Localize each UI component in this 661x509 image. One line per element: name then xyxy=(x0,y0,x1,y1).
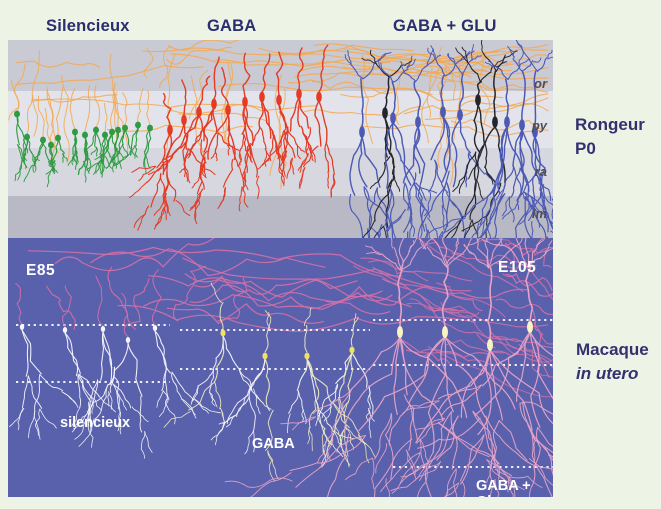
age-label-e105: E105 xyxy=(498,259,537,276)
side-label-macaque: Macaque in utero xyxy=(576,338,649,386)
column-header-silencieux: Silencieux xyxy=(46,17,130,35)
side-label-macaque-line2: in utero xyxy=(576,364,639,383)
column-header-gaba-glu: GABA + GLU xyxy=(393,17,497,35)
macaque-panel: E85 E105 silencieux GABA GABA + Glu xyxy=(8,238,553,497)
age-label-e85: E85 xyxy=(26,262,56,279)
rodent-neurons-drawing xyxy=(8,40,553,238)
side-label-rodent-line2: P0 xyxy=(575,139,596,158)
layer-label-or: or xyxy=(534,76,547,91)
side-label-macaque-line1: Macaque xyxy=(576,340,649,359)
rodent-panel: or py ra lm xyxy=(8,40,553,238)
layer-label-lm: lm xyxy=(531,206,547,221)
layer-labels: or py ra lm xyxy=(8,40,553,238)
layer-label-py: py xyxy=(531,118,547,133)
column-header-gaba: GABA xyxy=(207,17,257,35)
layer-label-ra: ra xyxy=(534,164,547,179)
side-label-rodent: Rongeur P0 xyxy=(575,113,645,161)
side-label-rodent-line1: Rongeur xyxy=(575,115,645,134)
group-label-gaba: GABA xyxy=(252,436,295,452)
group-label-silencieux: silencieux xyxy=(60,415,131,431)
macaque-neurons-drawing xyxy=(9,238,553,497)
group-label-gaba-glu: GABA + Glu xyxy=(476,478,531,497)
